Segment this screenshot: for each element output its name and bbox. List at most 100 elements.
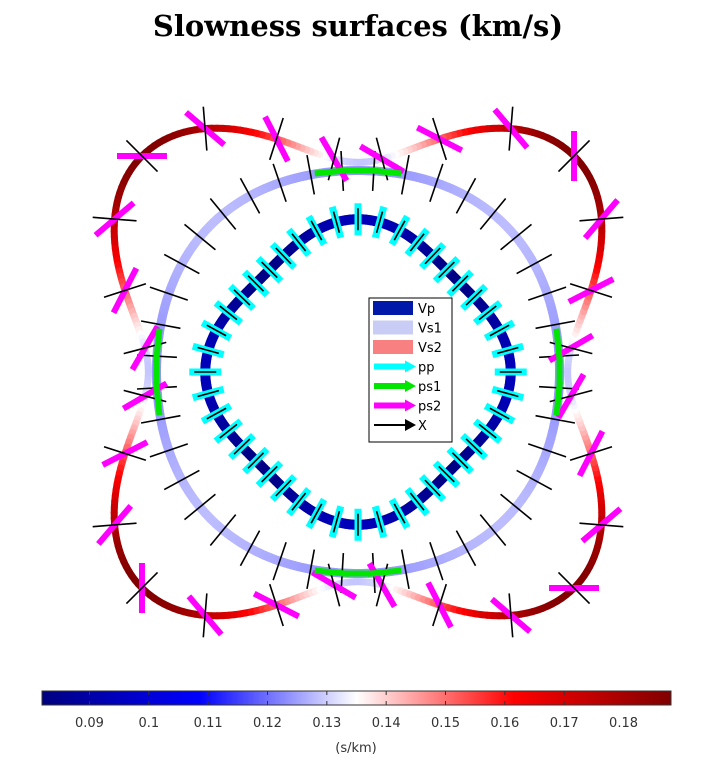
tick-vp bbox=[496, 346, 519, 355]
tick-vp bbox=[478, 305, 497, 321]
colorbar-gradient bbox=[41, 690, 672, 706]
tick-vs1 bbox=[535, 414, 576, 424]
legend-label: pp bbox=[418, 361, 435, 376]
legend-box bbox=[368, 297, 453, 443]
tick-vp bbox=[206, 324, 227, 337]
ticks-vp bbox=[189, 203, 527, 541]
legend-item-pp: pp bbox=[374, 360, 435, 376]
colorbar-tick: 0.18 bbox=[609, 691, 638, 731]
tick-vp bbox=[219, 305, 238, 321]
tick-vp bbox=[332, 211, 341, 234]
colorbar-tick-label: 0.11 bbox=[194, 716, 223, 731]
colorbar-tick-label: 0.17 bbox=[550, 716, 579, 731]
colorbar-tick: 0.16 bbox=[490, 691, 519, 731]
tick-vs1 bbox=[183, 223, 216, 251]
tick-vp bbox=[375, 211, 384, 234]
tick-vp bbox=[197, 389, 220, 398]
tick-vs2 bbox=[268, 117, 284, 161]
legend-label: ps2 bbox=[418, 400, 441, 415]
ticks-vs2 bbox=[92, 106, 624, 638]
tick-vs1 bbox=[149, 286, 189, 301]
colorbar-tick-label: 0.15 bbox=[431, 716, 460, 731]
tick-vp bbox=[233, 289, 251, 306]
legend-item-vs1: Vs1 bbox=[373, 320, 442, 337]
tick-vs1 bbox=[306, 154, 316, 195]
tick-vp bbox=[275, 247, 292, 265]
tick-vs1 bbox=[314, 167, 349, 177]
tick-vs2 bbox=[557, 139, 591, 173]
tick-vp bbox=[489, 407, 510, 420]
tick-vp bbox=[393, 220, 406, 241]
tick-vs1 bbox=[527, 443, 567, 458]
legend-item-vs2: Vs2 bbox=[373, 340, 442, 356]
tick-vs1 bbox=[516, 469, 553, 491]
tick-vs1 bbox=[306, 549, 316, 590]
colorbar-tick-label: 0.14 bbox=[372, 716, 401, 731]
tick-vs1 bbox=[153, 381, 163, 416]
tick-vs1 bbox=[479, 197, 507, 230]
tick-vs2 bbox=[557, 571, 591, 605]
tick-vs2 bbox=[268, 583, 284, 627]
colorbar-tick: 0.09 bbox=[75, 691, 104, 731]
tick-vp bbox=[451, 275, 469, 292]
tick-vs1 bbox=[400, 154, 410, 195]
tick-vs1 bbox=[516, 253, 553, 275]
tick-vs2 bbox=[569, 282, 613, 298]
tick-vp bbox=[310, 503, 323, 524]
tick-vp bbox=[375, 510, 384, 533]
surface-vp bbox=[200, 214, 516, 530]
colorbar-tick: 0.13 bbox=[312, 691, 341, 731]
legend-swatch bbox=[373, 320, 413, 335]
tick-vs2 bbox=[579, 216, 624, 222]
tick-vs1 bbox=[183, 493, 216, 521]
tick-vs1 bbox=[239, 530, 261, 567]
colorbar-tick: 0.11 bbox=[194, 691, 223, 731]
tick-vs1 bbox=[272, 163, 287, 203]
ticks-vs1 bbox=[153, 167, 563, 577]
colorbar-tick-label: 0.1 bbox=[138, 716, 159, 731]
tick-vs2 bbox=[103, 446, 147, 462]
ticks-vs2 bbox=[93, 107, 623, 637]
tick-vs2 bbox=[125, 139, 159, 173]
legend-label: Vs1 bbox=[418, 322, 442, 337]
tick-vp bbox=[275, 479, 292, 497]
legend-item-ps2: ps2 bbox=[374, 399, 441, 415]
tick-vs1 bbox=[455, 177, 477, 214]
tick-vp bbox=[261, 465, 278, 483]
tick-vp bbox=[438, 261, 455, 279]
legend-arrowhead bbox=[405, 380, 416, 392]
tick-vs1 bbox=[367, 567, 402, 577]
legend-arrowhead bbox=[405, 399, 416, 412]
tick-vs1 bbox=[272, 541, 287, 581]
tick-vp bbox=[233, 438, 251, 455]
legend-swatch bbox=[373, 340, 413, 354]
legend-arrowhead bbox=[405, 360, 416, 373]
tick-vp bbox=[496, 389, 519, 398]
tick-vp bbox=[291, 492, 307, 511]
tick-vp bbox=[197, 346, 220, 355]
legend-item-vp: Vp bbox=[373, 301, 435, 317]
legend-label: Vp bbox=[418, 302, 435, 317]
colorbar-tick-label: 0.09 bbox=[75, 716, 104, 731]
tick-vp bbox=[206, 407, 227, 420]
colorbar-tick-label: 0.18 bbox=[609, 716, 638, 731]
colorbar-tick: 0.15 bbox=[431, 691, 460, 731]
legend-label: ps1 bbox=[418, 380, 441, 395]
tick-vp bbox=[489, 324, 510, 337]
tick-vs2 bbox=[202, 106, 208, 151]
tick-vs1 bbox=[479, 514, 507, 547]
tick-vs1 bbox=[429, 541, 444, 581]
tick-vs2 bbox=[508, 106, 514, 151]
tick-vs1 bbox=[535, 320, 576, 330]
legend-item-x: X bbox=[374, 419, 427, 434]
polarization-ticks bbox=[92, 106, 624, 638]
colorbar-tick: 0.17 bbox=[550, 691, 579, 731]
colorbar-tick: 0.14 bbox=[372, 691, 401, 731]
surface-vs2 bbox=[110, 124, 606, 620]
tick-vs2 bbox=[569, 446, 613, 462]
tick-vs1 bbox=[149, 443, 189, 458]
tick-vp bbox=[332, 510, 341, 533]
colorbar-tick: 0.1 bbox=[138, 691, 159, 731]
tick-vs1 bbox=[209, 514, 237, 547]
